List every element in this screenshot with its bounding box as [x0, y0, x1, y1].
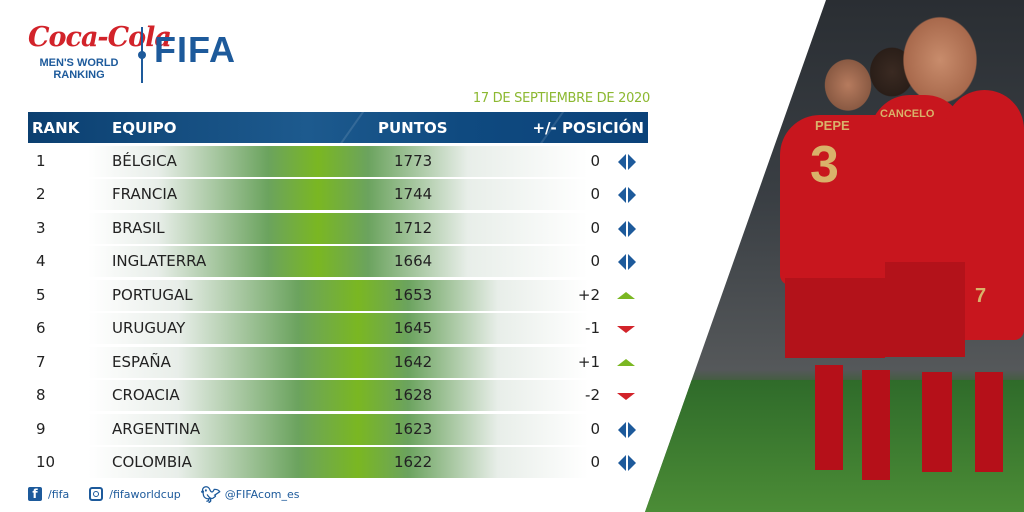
change-cell: -1	[585, 319, 600, 337]
arrow-down-icon	[616, 321, 636, 337]
arrow-up-icon	[616, 288, 636, 304]
sock-4	[975, 372, 1003, 472]
rank-cell: 8	[36, 386, 46, 404]
team-cell: ESPAÑA	[112, 352, 171, 371]
ranking-table: RANK EQUIPO PUNTOS +/- POSICIÓN 1 BÉLGIC…	[28, 112, 648, 478]
no-change-icon	[616, 220, 636, 237]
jersey-name-cancelo: CANCELO	[880, 108, 935, 120]
ranking-subtitle: MEN'S WORLD RANKING	[28, 57, 130, 81]
team-cell: PORTUGAL	[112, 285, 193, 304]
table-row: 8 CROACIA 1628 -2	[28, 380, 648, 411]
twitter-icon[interactable]: 🐦︎	[200, 485, 222, 504]
points-cell: 1642	[394, 352, 433, 371]
table-row: 1 BÉLGICA 1773 0	[28, 145, 648, 177]
table-row: 3 BRASIL 1712 0	[28, 212, 648, 244]
column-team: EQUIPO	[112, 119, 177, 137]
sock-3	[922, 372, 952, 472]
change-cell: 0	[590, 252, 600, 270]
points-cell: 1628	[394, 386, 433, 404]
arrow-down-icon	[616, 388, 636, 404]
shorts-2	[885, 262, 965, 357]
rank-cell: 10	[36, 453, 56, 471]
rank-cell: 2	[36, 185, 46, 203]
table-row: 10 COLOMBIA 1622 0	[28, 447, 648, 478]
shorts-1	[785, 278, 885, 358]
fifa-wordmark: FIFA	[154, 29, 236, 70]
social-links: f /fifa /fifaworldcup 🐦︎ @FIFAcom_es	[28, 485, 320, 504]
sock-2	[862, 370, 890, 480]
logo-divider-dot	[138, 51, 146, 59]
points-cell: 1653	[394, 285, 433, 304]
team-cell: CROACIA	[112, 386, 180, 404]
no-change-icon	[616, 187, 636, 203]
team-cell: COLOMBIA	[112, 453, 192, 471]
table-row: 5 PORTUGAL 1653 +2	[28, 279, 648, 311]
points-cell: 1623	[394, 419, 433, 438]
change-cell: +2	[577, 285, 600, 304]
table-row: 6 URUGUAY 1645 -1	[28, 313, 648, 344]
no-change-icon	[616, 153, 636, 170]
table-row: 9 ARGENTINA 1623 0	[28, 413, 648, 445]
team-cell: BÉLGICA	[112, 151, 177, 170]
no-change-icon	[616, 455, 636, 471]
change-cell: 0	[590, 453, 600, 471]
column-rank: RANK	[32, 119, 80, 137]
change-cell: +1	[577, 352, 600, 371]
team-cell: INGLATERRA	[112, 252, 207, 270]
instagram-link[interactable]: /fifaworldcup	[109, 487, 181, 501]
rank-cell: 3	[36, 218, 46, 237]
no-change-icon	[616, 254, 636, 270]
rank-cell: 7	[36, 352, 46, 371]
team-cell: FRANCIA	[112, 185, 178, 203]
team-cell: URUGUAY	[112, 319, 186, 337]
rank-cell: 6	[36, 319, 46, 337]
arrow-up-icon	[616, 355, 636, 371]
team-cell: ARGENTINA	[112, 419, 201, 438]
change-cell: -2	[585, 386, 600, 404]
column-points: PUNTOS	[378, 119, 448, 137]
table-row: 4 INGLATERRA 1664 0	[28, 246, 648, 277]
header-decoration	[330, 112, 368, 143]
instagram-icon[interactable]	[89, 487, 104, 501]
table-row: 7 ESPAÑA 1642 +1	[28, 346, 648, 378]
table-body: 1 BÉLGICA 1773 0 2 FRANCIA 1744 0 3 BRAS…	[28, 145, 648, 478]
points-cell: 1622	[394, 453, 433, 471]
jersey-number-pepe: 3	[810, 136, 839, 194]
facebook-icon[interactable]: f	[28, 487, 42, 501]
jersey-name-pepe: PEPE	[815, 118, 850, 133]
table-row: 2 FRANCIA 1744 0	[28, 179, 648, 210]
subtitle-line-2: RANKING	[53, 69, 105, 81]
subtitle-line-1: MEN'S WORLD	[39, 57, 119, 69]
twitter-link[interactable]: @FIFAcom_es	[224, 487, 300, 501]
change-cell: 0	[590, 151, 600, 170]
change-cell: 0	[590, 218, 600, 237]
rank-cell: 1	[36, 151, 46, 170]
facebook-link[interactable]: /fifa	[48, 487, 70, 501]
points-cell: 1773	[394, 151, 433, 170]
points-cell: 1744	[394, 185, 433, 203]
points-cell: 1645	[394, 319, 433, 337]
points-cell: 1712	[394, 218, 433, 237]
jersey-number-ronaldo: 7	[975, 285, 987, 307]
points-cell: 1664	[394, 252, 433, 270]
ranking-date: 17 DE SEPTIEMBRE DE 2020	[472, 91, 650, 106]
change-cell: 0	[590, 419, 600, 438]
sock-1	[815, 365, 843, 470]
coca-cola-wordmark: Coca-Cola	[28, 22, 172, 53]
change-cell: 0	[590, 185, 600, 203]
table-header: RANK EQUIPO PUNTOS +/- POSICIÓN	[28, 112, 648, 143]
column-change: +/- POSICIÓN	[532, 119, 644, 137]
team-cell: BRASIL	[112, 218, 165, 237]
rank-cell: 9	[36, 419, 46, 438]
rank-cell: 4	[36, 252, 46, 270]
rank-cell: 5	[36, 285, 46, 304]
no-change-icon	[616, 421, 636, 438]
